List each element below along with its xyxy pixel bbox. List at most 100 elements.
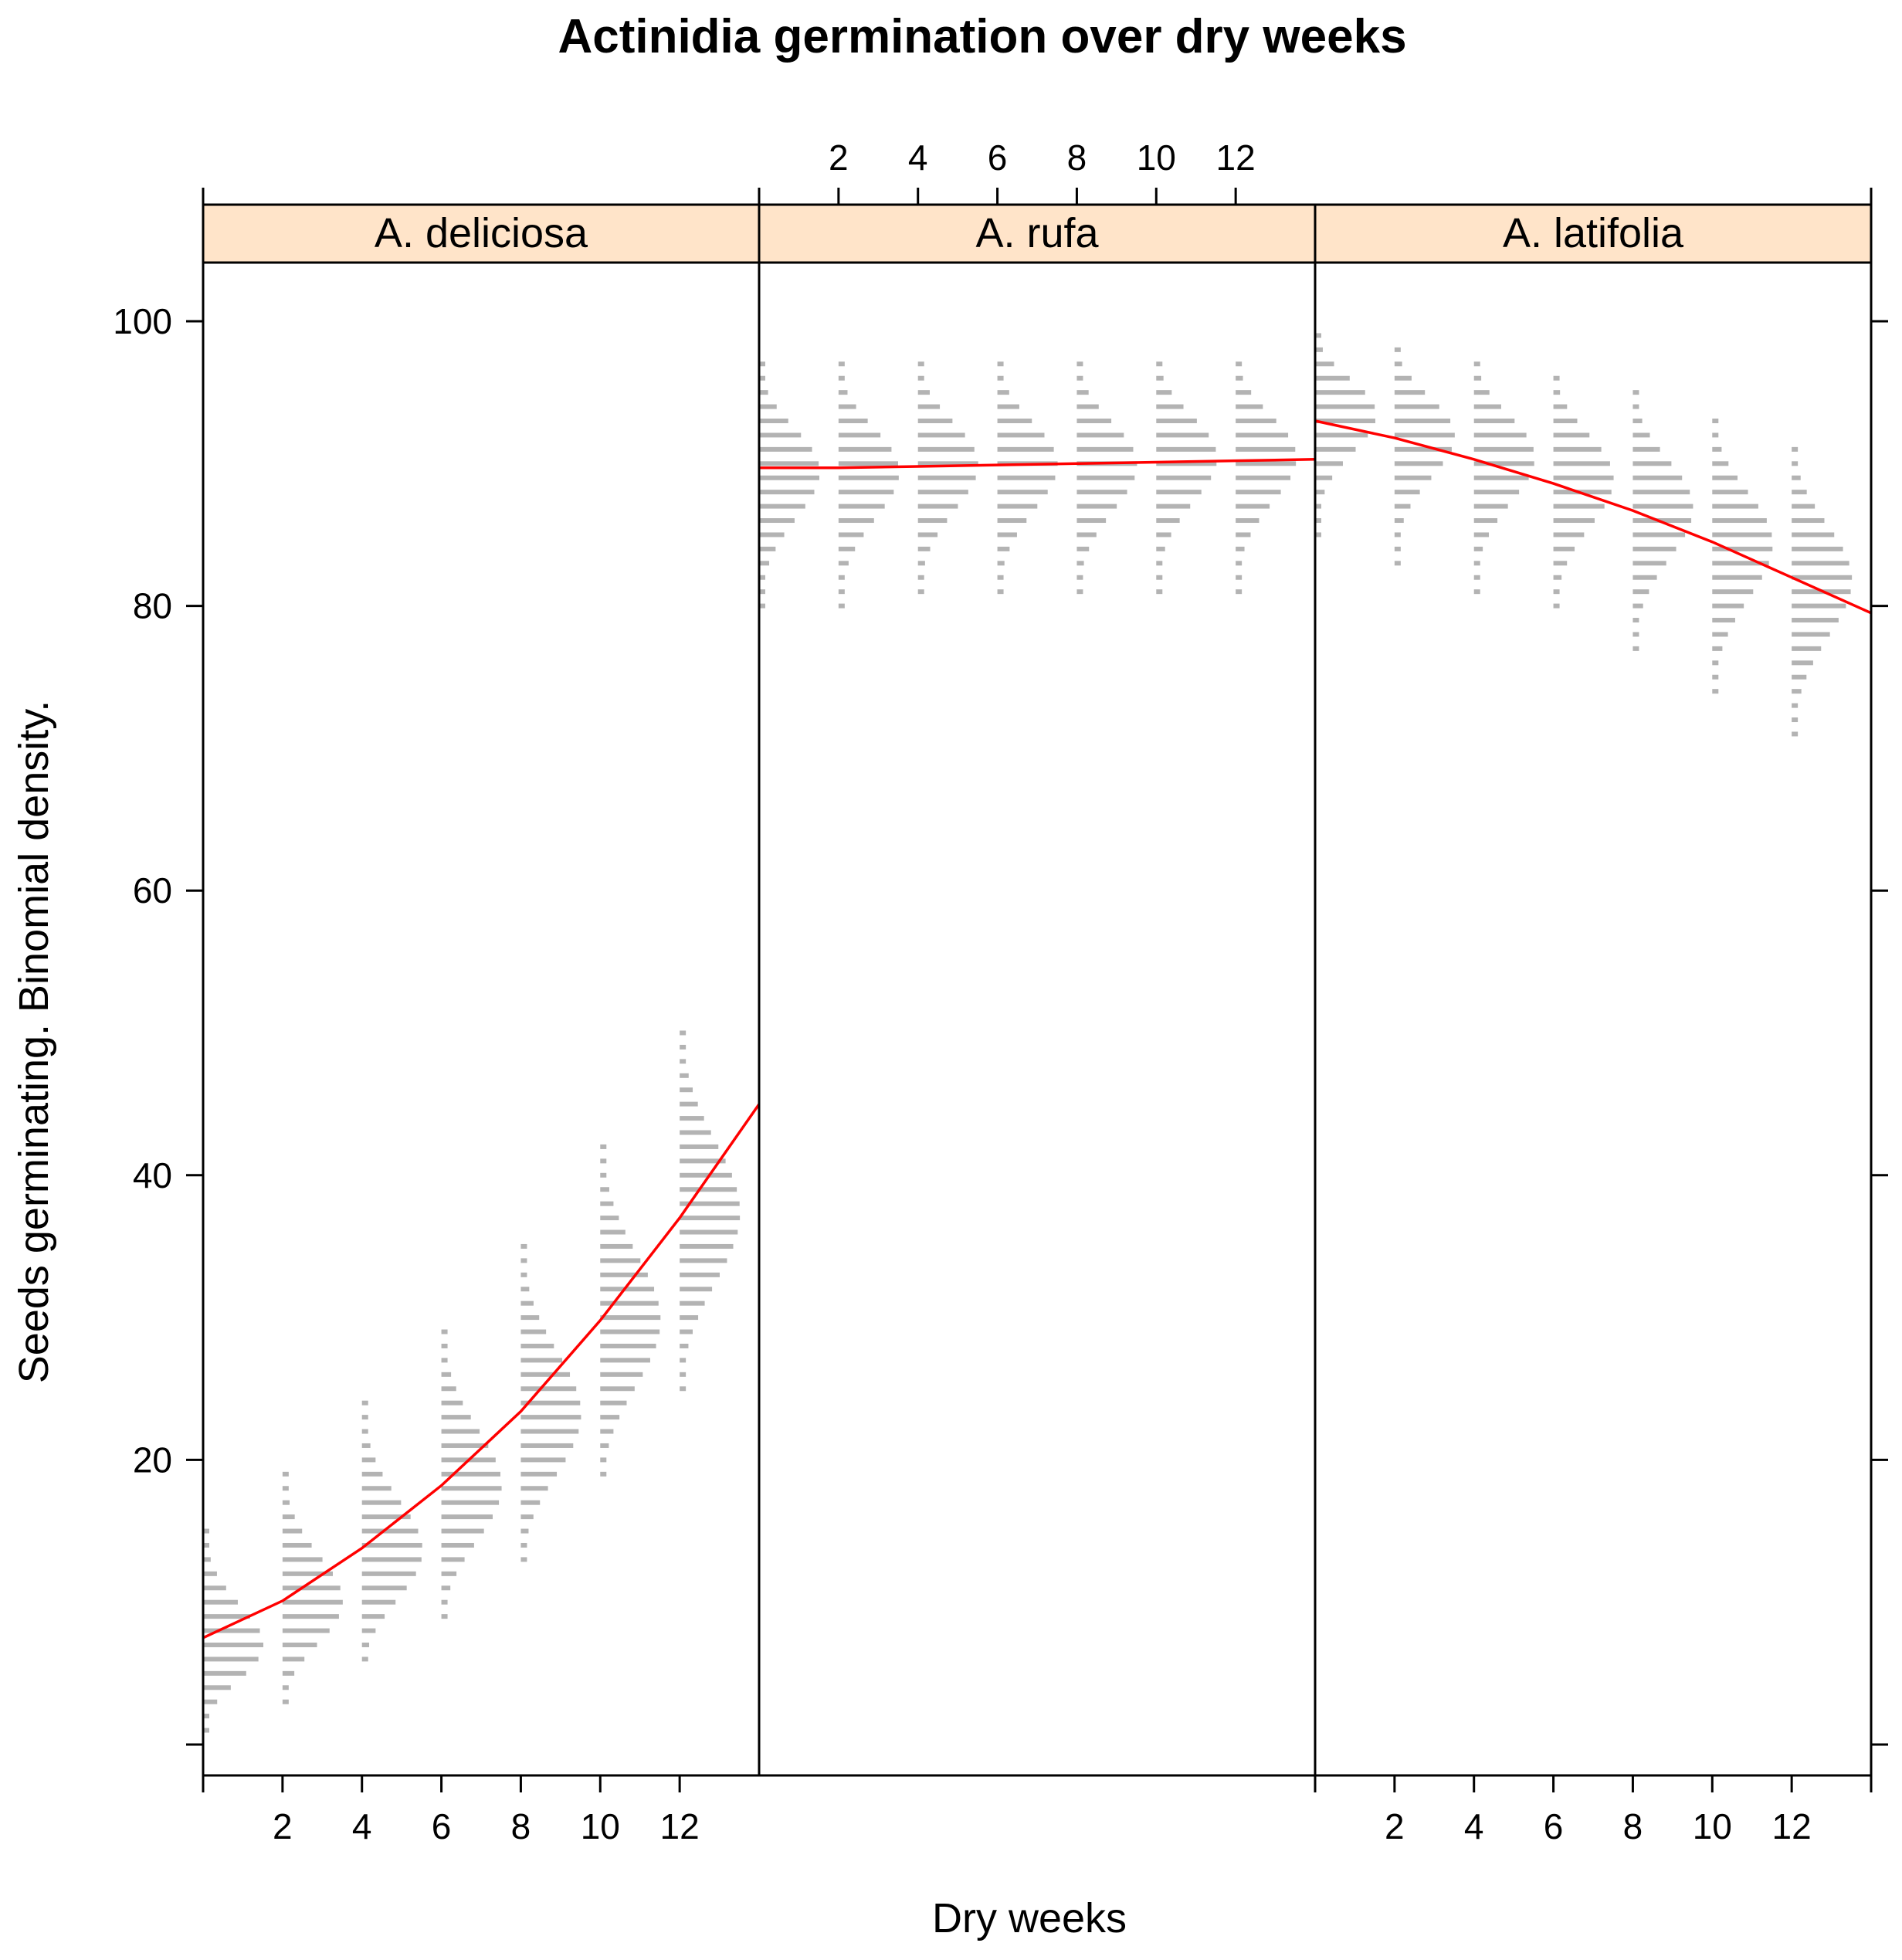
- density-bar: [1394, 518, 1404, 524]
- density-bar: [441, 1486, 502, 1491]
- density-bar: [1236, 419, 1276, 424]
- density-bar: [680, 1287, 713, 1292]
- density-bar: [203, 1528, 209, 1534]
- density-bar: [600, 1216, 619, 1221]
- density-bar: [1712, 504, 1758, 509]
- density-bar: [680, 1144, 719, 1149]
- density-bar: [759, 589, 765, 595]
- density-bar: [203, 1699, 218, 1704]
- density-bar: [1394, 475, 1432, 480]
- density-bar: [203, 1728, 209, 1733]
- density-bar: [1236, 390, 1252, 395]
- density-bar: [680, 1229, 738, 1235]
- density-bar: [520, 1358, 562, 1363]
- density-bar: [1156, 589, 1163, 595]
- x-tick-label: 4: [908, 137, 928, 178]
- density-bar: [838, 575, 845, 580]
- x-tick-label: 6: [1544, 1806, 1564, 1846]
- density-bar: [1553, 461, 1610, 466]
- density-bar: [1315, 347, 1323, 352]
- density-bar: [680, 1201, 740, 1206]
- density-bar: [1473, 575, 1480, 580]
- density-bar: [680, 1158, 726, 1164]
- density-bar: [1792, 504, 1816, 509]
- density-bar: [1394, 461, 1443, 466]
- x-tick-label: 6: [432, 1806, 452, 1846]
- density-bar: [520, 1415, 581, 1420]
- density-bar: [1553, 561, 1568, 566]
- density-bar: [203, 1714, 209, 1719]
- density-bar: [1236, 518, 1260, 524]
- density-bar: [680, 1073, 689, 1078]
- x-tick-label: 12: [1772, 1806, 1812, 1846]
- density-bar: [600, 1258, 641, 1263]
- density-bar: [1156, 390, 1172, 395]
- density-bar: [1315, 419, 1375, 424]
- density-bar: [1236, 589, 1243, 595]
- density-bar: [520, 1315, 540, 1321]
- density-bar: [680, 1187, 737, 1192]
- density-bar: [1315, 461, 1343, 466]
- density-bar: [1236, 490, 1281, 495]
- density-bar: [1712, 446, 1722, 452]
- density-bar: [759, 446, 812, 452]
- density-bar: [282, 1500, 290, 1505]
- density-bar: [1632, 419, 1643, 424]
- density-bar: [203, 1571, 217, 1576]
- density-bar: [917, 490, 968, 495]
- density-bar: [361, 1628, 376, 1633]
- density-bar: [520, 1514, 534, 1520]
- density-bar: [838, 546, 856, 551]
- density-bar: [838, 504, 885, 509]
- density-bar: [997, 375, 1004, 381]
- density-bar: [1076, 518, 1107, 524]
- density-bar: [520, 1400, 581, 1406]
- density-bar: [680, 1172, 732, 1178]
- density-bar: [1473, 561, 1480, 566]
- density-bar: [1315, 375, 1350, 381]
- density-bar: [282, 1486, 289, 1491]
- density-bar: [600, 1457, 607, 1463]
- density-bar: [1712, 532, 1772, 537]
- density-bar: [361, 1457, 376, 1463]
- panel-strip-label: A. latifolia: [1503, 210, 1684, 256]
- density-bar: [680, 1372, 687, 1377]
- density-bar: [282, 1599, 343, 1605]
- y-axis-ticks: 20 40 60 80 100: [113, 301, 1888, 1746]
- density-bar: [1792, 446, 1799, 452]
- density-bar: [600, 1144, 607, 1149]
- density-bar: [600, 1187, 609, 1192]
- density-bar: [1236, 361, 1243, 367]
- density-bar: [1394, 419, 1451, 424]
- density-bar: [520, 1471, 558, 1477]
- density-bar: [441, 1500, 500, 1505]
- density-bar: [1076, 404, 1099, 409]
- density-bar: [520, 1557, 527, 1562]
- density-bar: [1394, 361, 1402, 367]
- density-bar: [203, 1542, 209, 1548]
- density-bar: [680, 1315, 699, 1321]
- density-bar: [1394, 446, 1452, 452]
- density-bar: [1473, 532, 1490, 537]
- density-bar: [282, 1614, 339, 1619]
- density-bar: [520, 1542, 527, 1548]
- density-bar: [441, 1400, 463, 1406]
- density-bar: [1553, 475, 1614, 480]
- density-bar: [1792, 646, 1822, 651]
- density-bar: [520, 1372, 571, 1377]
- density-bar: [1236, 504, 1270, 509]
- panel-strip-label: A. rufa: [975, 210, 1099, 256]
- density-bar: [600, 1158, 607, 1164]
- density-bar: [1076, 575, 1083, 580]
- density-bar: [1076, 446, 1134, 452]
- x-tick-label: 8: [511, 1806, 531, 1846]
- density-bar: [759, 490, 815, 495]
- density-bar: [1792, 561, 1849, 566]
- density-bar: [680, 1300, 705, 1306]
- density-bar: [838, 518, 874, 524]
- density-bar: [1553, 375, 1560, 381]
- density-bar: [203, 1614, 250, 1619]
- y-tick-label: 60: [133, 870, 172, 910]
- density-bar: [680, 1272, 720, 1277]
